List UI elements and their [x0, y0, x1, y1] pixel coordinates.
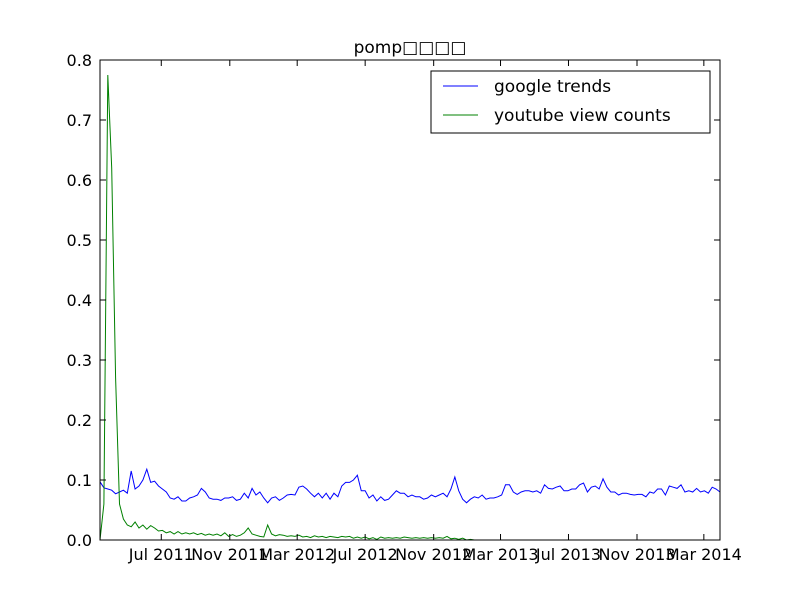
y-tick-label: 0.5: [67, 231, 92, 250]
x-tick-label: Jul 2012: [332, 545, 398, 564]
x-tick-label: Mar 2014: [666, 545, 742, 564]
x-tick-label: Nov 2013: [598, 545, 675, 564]
y-tick-label: 0.7: [67, 111, 92, 130]
series-layer: [99, 74, 721, 541]
x-tick-label: Nov 2011: [191, 545, 268, 564]
legend-label-youtube-view-counts: youtube view counts: [494, 106, 671, 126]
y-tick-label: 0.0: [67, 531, 92, 550]
y-tick-label: 0.6: [67, 171, 92, 190]
x-tick-label: Mar 2013: [463, 545, 539, 564]
legend-frame: [430, 70, 711, 134]
legend-label-google-trends: google trends: [494, 77, 611, 97]
y-tick-label: 0.8: [67, 51, 92, 70]
series-line-youtube-view-counts: [99, 74, 475, 541]
x-tick-label: Jul 2013: [535, 545, 601, 564]
y-tick-label: 0.1: [67, 471, 92, 490]
x-tick-label: Mar 2012: [259, 545, 335, 564]
x-tick-label: Nov 2012: [395, 545, 472, 564]
y-axis: 0.0 0.1 0.2 0.3 0.4 0.5 0.6 0.7 0.8: [67, 51, 720, 550]
series-line-google-trends: [99, 467, 721, 504]
y-tick-label: 0.2: [67, 411, 92, 430]
legend: google trends youtube view counts: [430, 70, 711, 134]
y-tick-label: 0.4: [67, 291, 92, 310]
y-tick-label: 0.3: [67, 351, 92, 370]
chart-title: pomp□□□□: [354, 38, 467, 58]
x-tick-label: Jul 2011: [128, 545, 194, 564]
